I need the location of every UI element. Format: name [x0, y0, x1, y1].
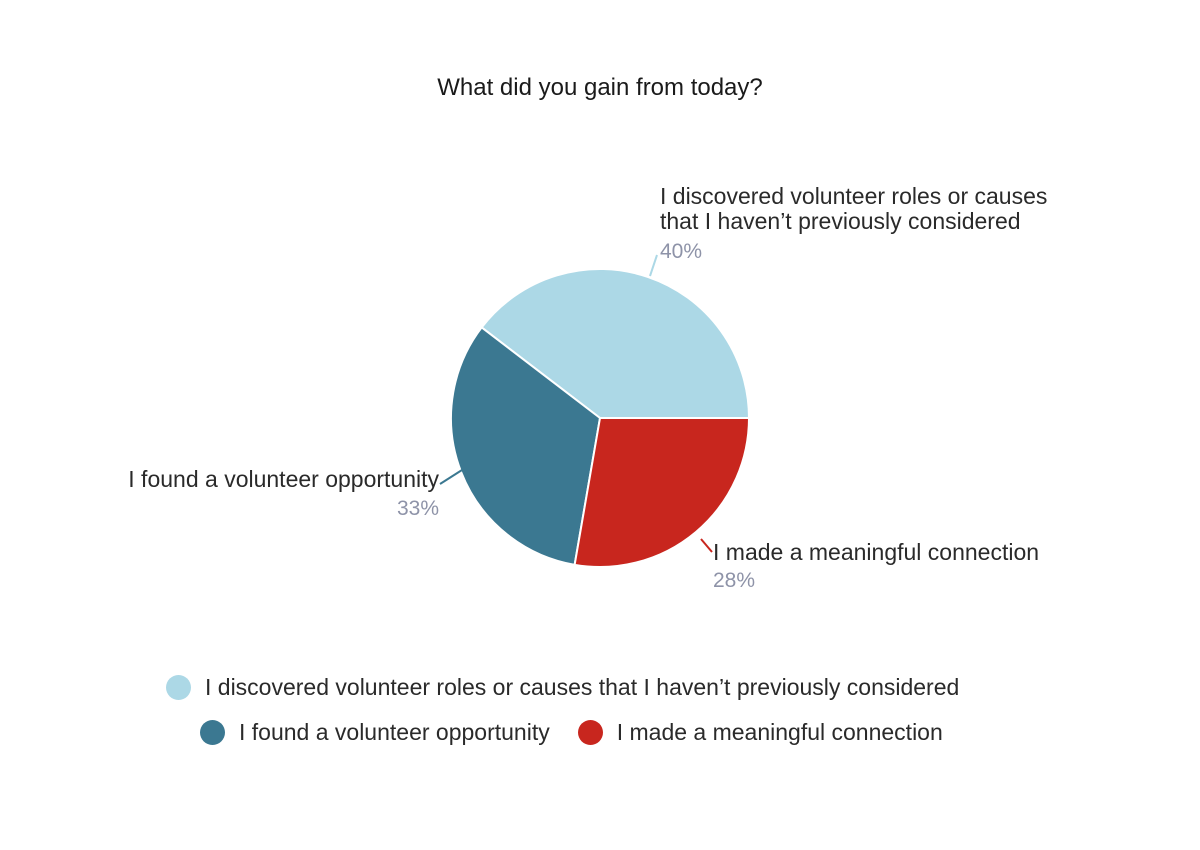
pie-slice-connection [573, 417, 751, 568]
slice-value-connection: 28% [713, 569, 755, 592]
slice-label-found: I found a volunteer opportunity [128, 466, 439, 492]
legend-swatch-found [200, 720, 225, 745]
slice-value-discovered: 40% [660, 240, 702, 263]
pie-slice-discovered [480, 268, 751, 419]
pie-slice-found [450, 326, 602, 566]
leader-line-discovered [649, 254, 658, 277]
legend-item-found: I found a volunteer opportunity [200, 719, 550, 746]
legend-swatch-connection [577, 720, 603, 745]
legend-label-discovered: I discovered volunteer roles or causes t… [205, 674, 960, 700]
chart-title: What did you gain from today? [437, 74, 763, 101]
leader-line-connection [700, 538, 713, 553]
slice-label-connection: I made a meaningful connection [713, 539, 1039, 565]
legend-item-discovered: I discovered volunteer roles or causes t… [166, 674, 959, 701]
leader-line-found [439, 469, 463, 485]
legend-item-connection: I made a meaningful connection [577, 719, 943, 746]
legend-row-2: I found a volunteer opportunity I made a… [200, 719, 943, 746]
slice-value-found: 33% [397, 497, 439, 520]
legend-row-1: I discovered volunteer roles or causes t… [166, 674, 959, 701]
legend-label-connection: I made a meaningful connection [616, 719, 943, 745]
slice-label-discovered: I discovered volunteer roles or causes th… [660, 183, 1047, 234]
legend-swatch-discovered [166, 675, 191, 700]
legend-label-found: I found a volunteer opportunity [239, 719, 550, 745]
